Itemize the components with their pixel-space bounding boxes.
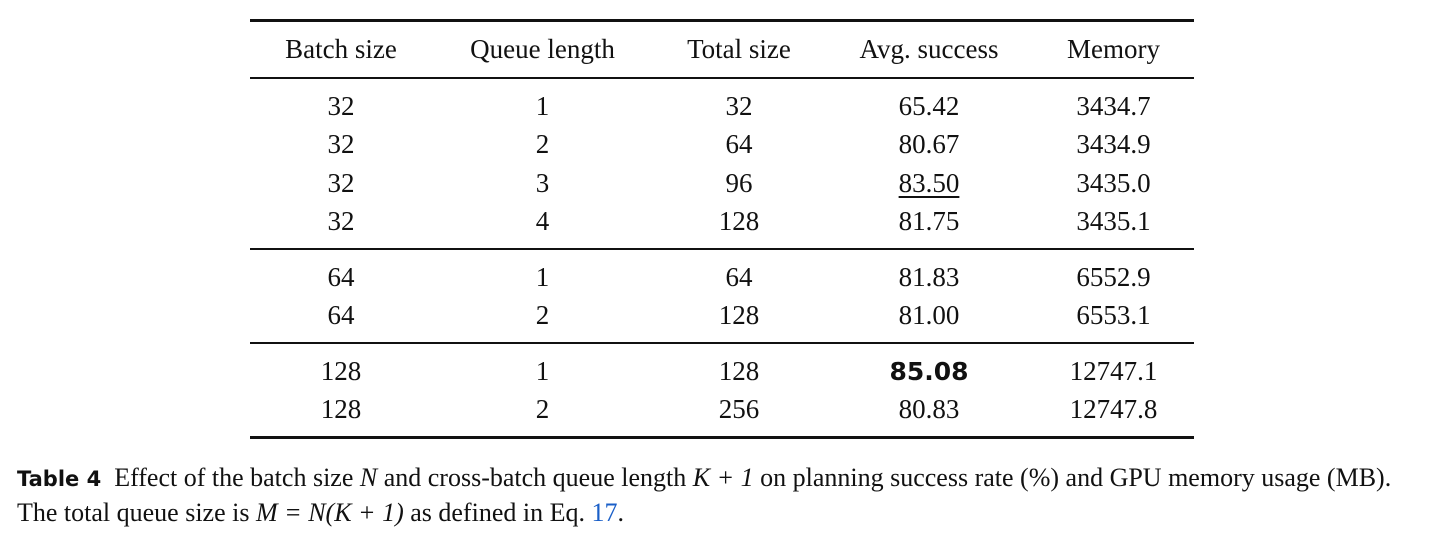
table-caption: Table 4 Effect of the batch size N and c… [17,461,1432,529]
cell-avg-success: 81.83 [898,261,960,292]
table-row: 32 4 128 81.75 3435.1 [250,203,1194,250]
cell-total-size: 256 [718,394,760,425]
cell-queue-length: 3 [535,167,550,198]
cell-memory: 6552.9 [1076,261,1151,292]
table-group-batch-128: 128 1 128 85.08 12747.1 128 2 256 80.83 … [250,343,1194,438]
cell-batch-size: 32 [327,129,355,160]
cell-total-size: 64 [725,129,753,160]
cell-batch-size: 32 [327,90,355,121]
cell-queue-length: 2 [535,129,550,160]
cell-avg-success-best: 85.08 [825,343,1033,391]
table-row: 128 2 256 80.83 12747.8 [250,391,1194,438]
cell-avg-success: 81.75 [898,206,960,237]
cell-memory: 3435.1 [1076,206,1151,237]
table-row: 64 2 128 81.00 6553.1 [250,297,1194,344]
cell-total-size: 128 [718,355,760,386]
cell-total-size: 32 [725,90,753,121]
underlined-value: 83.50 [898,167,960,198]
cell-total-size: 128 [718,206,760,237]
caption-label: Table 4 [17,467,102,491]
cell-avg-success: 80.67 [898,129,960,160]
cell-total-size: 96 [725,167,753,198]
header-batch-size: Batch size [285,34,397,64]
cell-avg-success: 65.42 [898,90,960,121]
caption-text: on planning success rate (%) and GPU mem… [17,463,1392,527]
cell-queue-length: 2 [535,300,550,331]
cell-memory: 12747.8 [1069,394,1158,425]
caption-math-m: M = N(K + 1) [255,498,404,527]
table-row: 64 1 64 81.83 6552.9 [250,249,1194,297]
cell-queue-length: 1 [535,90,550,121]
caption-text: Effect of the batch size [114,463,360,492]
caption-math-n: N [359,463,378,492]
caption-text: and cross-batch queue length [377,463,693,492]
table-header-row: Batch size Queue length Total size Avg. … [250,20,1194,78]
cell-batch-size: 32 [327,206,355,237]
results-table: Batch size Queue length Total size Avg. … [250,19,1194,439]
cell-batch-size: 64 [327,261,355,292]
cell-batch-size: 128 [320,355,362,386]
header-queue-length: Queue length [470,34,615,64]
cell-queue-length: 1 [535,261,550,292]
caption-math-k: K + 1 [692,463,754,492]
table-group-batch-64: 64 1 64 81.83 6552.9 64 2 128 81.00 6553… [250,249,1194,343]
cell-memory: 6553.1 [1076,300,1151,331]
table-row: 32 2 64 80.67 3434.9 [250,126,1194,165]
caption-text: . [617,498,624,527]
cell-queue-length: 1 [535,355,550,386]
cell-memory: 12747.1 [1069,355,1158,386]
table-group-batch-32: 32 1 32 65.42 3434.7 32 2 64 80.67 3434.… [250,78,1194,249]
cell-total-size: 64 [725,261,753,292]
cell-total-size: 128 [718,300,760,331]
header-total-size: Total size [687,34,791,64]
cell-memory: 3434.7 [1076,90,1151,121]
cell-avg-success-second-best: 83.50 [825,164,1033,203]
bold-value: 85.08 [889,356,969,386]
header-avg-success: Avg. success [859,34,999,64]
table-row: 128 1 128 85.08 12747.1 [250,343,1194,391]
results-table-container: Batch size Queue length Total size Avg. … [250,19,1194,439]
cell-batch-size: 32 [327,167,355,198]
cell-memory: 3434.9 [1076,129,1151,160]
table-row: 32 3 96 83.50 3435.0 [250,164,1194,203]
cell-queue-length: 2 [535,394,550,425]
table-row: 32 1 32 65.42 3434.7 [250,78,1194,126]
cell-avg-success: 80.83 [898,394,960,425]
cell-batch-size: 64 [327,300,355,331]
cell-batch-size: 128 [320,394,362,425]
caption-text: as defined in Eq. [403,498,592,527]
equation-ref-link[interactable]: 17 [591,498,618,527]
cell-queue-length: 4 [535,206,550,237]
cell-memory: 3435.0 [1076,167,1151,198]
header-memory: Memory [1067,34,1160,64]
cell-avg-success: 81.00 [898,300,960,331]
